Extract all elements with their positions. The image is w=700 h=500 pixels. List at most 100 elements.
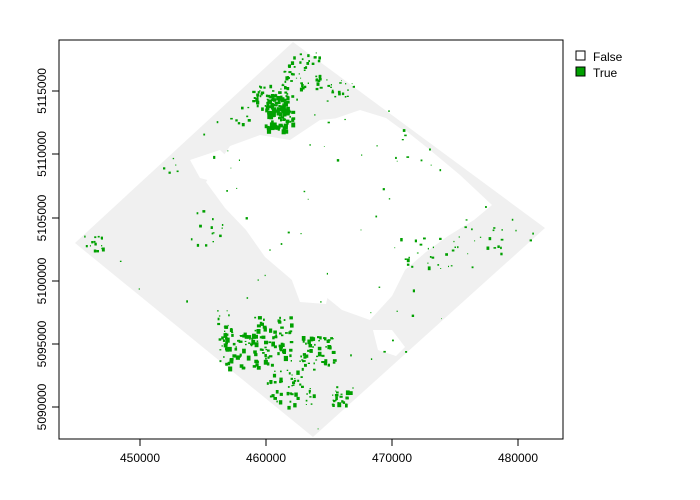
true-cell — [278, 104, 281, 107]
true-cell — [334, 95, 337, 98]
true-cell — [227, 150, 229, 152]
true-cell — [101, 245, 103, 247]
true-cell — [225, 337, 230, 343]
x-tick-label-450000: 450000 — [120, 451, 160, 465]
true-cell — [282, 127, 286, 131]
true-cell — [406, 156, 410, 158]
true-cell — [84, 235, 86, 238]
true-cell — [335, 399, 337, 402]
true-cell — [302, 339, 305, 343]
true-cell — [266, 98, 269, 101]
true-cell — [330, 86, 332, 88]
true-cell — [260, 91, 265, 95]
true-cell — [255, 97, 259, 102]
true-cell — [315, 78, 318, 82]
true-cell — [227, 346, 232, 352]
true-cell — [300, 77, 302, 79]
true-cell — [414, 239, 417, 243]
true-cell — [279, 348, 282, 352]
true-cell — [317, 79, 321, 82]
true-cell — [269, 395, 272, 398]
true-cell — [266, 362, 270, 366]
true-cell — [280, 97, 285, 103]
true-cell — [416, 252, 419, 254]
true-cell — [259, 85, 261, 88]
true-cell — [286, 96, 290, 101]
true-cell — [218, 338, 222, 341]
true-cell — [500, 246, 502, 250]
true-cell — [396, 160, 398, 162]
true-cell — [291, 118, 295, 122]
true-cell — [269, 249, 271, 251]
true-cell — [313, 56, 317, 59]
true-cell — [306, 393, 308, 395]
true-cell — [203, 133, 206, 136]
true-cell — [345, 390, 350, 396]
legend: False True — [575, 50, 623, 80]
true-cell — [280, 243, 283, 245]
true-cell — [529, 239, 532, 242]
true-cell — [353, 85, 355, 88]
true-cell — [93, 240, 96, 243]
true-cell — [289, 115, 291, 118]
true-cell — [239, 353, 242, 357]
true-cell — [361, 154, 363, 156]
true-cell — [288, 372, 291, 375]
true-cell — [271, 341, 275, 347]
true-cell — [287, 231, 290, 234]
true-cell — [223, 343, 228, 348]
true-cell — [457, 246, 459, 249]
true-cell — [259, 95, 262, 98]
y-tick-label-5095000: 5095000 — [35, 320, 49, 367]
true-cell — [301, 359, 304, 361]
true-cell — [316, 82, 320, 86]
true-cell — [235, 355, 240, 360]
true-cell — [205, 244, 208, 247]
true-cell — [280, 118, 282, 122]
true-cell — [289, 330, 293, 333]
true-cell — [290, 360, 292, 362]
true-cell — [274, 101, 279, 105]
true-cell — [431, 256, 435, 259]
true-cell — [317, 336, 320, 339]
true-cell — [314, 343, 316, 346]
true-cell — [221, 345, 223, 347]
true-cell — [411, 265, 414, 268]
true-cell — [196, 243, 200, 247]
true-cell — [408, 256, 410, 259]
true-cell — [485, 206, 487, 208]
true-cell — [375, 215, 378, 218]
true-cell — [404, 258, 407, 260]
true-cell — [273, 381, 277, 384]
true-cell — [326, 79, 328, 81]
true-cell — [303, 67, 306, 69]
true-cell — [345, 83, 347, 85]
true-cell — [269, 95, 272, 99]
true-cell — [427, 262, 429, 264]
true-cell — [308, 389, 311, 393]
true-cell — [350, 354, 352, 357]
true-cell — [246, 115, 249, 118]
true-cell — [226, 333, 229, 336]
true-cell — [420, 159, 423, 162]
true-cell — [264, 124, 268, 129]
true-cell — [100, 236, 103, 239]
true-cell — [240, 335, 243, 337]
true-cell — [306, 62, 310, 65]
true-cell — [344, 118, 346, 121]
true-cell — [405, 351, 408, 353]
true-cell — [285, 332, 288, 334]
true-cell — [278, 125, 281, 128]
true-cell — [213, 155, 216, 159]
true-cell — [239, 355, 241, 358]
true-cell — [266, 101, 269, 104]
true-cell — [280, 370, 282, 373]
true-cell — [283, 118, 286, 121]
true-cell — [275, 109, 278, 111]
true-cell — [287, 386, 290, 388]
true-cell — [264, 340, 269, 345]
true-cell — [279, 316, 281, 319]
true-cell — [252, 90, 256, 94]
true-cell — [295, 77, 298, 79]
